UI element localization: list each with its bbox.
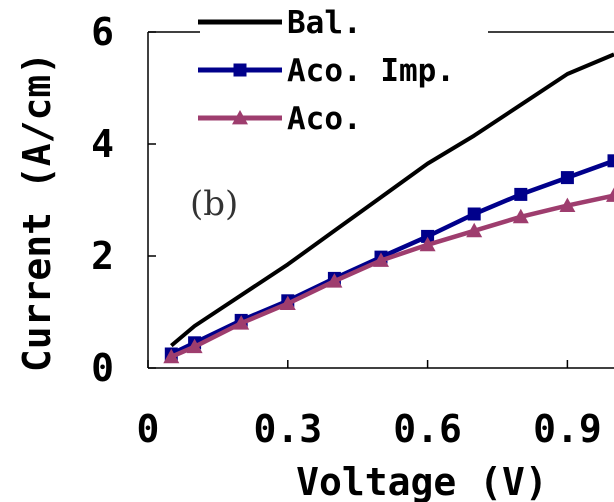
chart-axes: [147, 31, 614, 369]
legend-label: Aco.: [287, 101, 362, 137]
y-tick-label: 2: [91, 234, 114, 278]
legend-label: Bal.: [287, 5, 362, 41]
series-line: [170, 52, 614, 348]
series-0: [170, 52, 614, 348]
data-point: [560, 171, 574, 185]
chart-ticks: 0 2 4 6 0 0.3 0.6 0.9: [91, 10, 602, 451]
data-point: [279, 295, 296, 310]
data-point: [421, 229, 435, 243]
legend-label: Aco. Imp.: [287, 53, 455, 89]
data-point: [607, 154, 614, 168]
data-point: [233, 315, 250, 330]
series-2: [163, 187, 614, 364]
chart-legend: Bal. Aco. Imp. Aco.: [198, 5, 455, 137]
x-tick-label: 0.9: [533, 407, 602, 451]
x-tick-label: 0.6: [393, 407, 462, 451]
legend-marker: [232, 110, 248, 125]
y-tick-label: 4: [91, 122, 114, 166]
data-point: [466, 222, 483, 238]
x-tick-label: 0.3: [253, 407, 322, 451]
y-axis-title: Current (A/cm): [15, 52, 59, 372]
chart-series: [163, 52, 614, 364]
data-point: [559, 197, 576, 212]
data-point: [186, 338, 203, 354]
data-point: [163, 348, 180, 364]
data-point: [512, 208, 529, 224]
data-point: [606, 187, 614, 202]
y-tick-label: 0: [91, 346, 114, 390]
x-axis-title: Voltage (V): [296, 460, 548, 502]
data-point: [373, 252, 389, 267]
y-tick-label: 6: [91, 10, 114, 54]
legend-marker: [233, 63, 247, 77]
data-point: [514, 187, 528, 201]
data-point: [326, 273, 343, 288]
x-tick-label: 0: [137, 407, 160, 451]
data-point: [467, 207, 481, 221]
panel-label: (b): [190, 184, 238, 224]
data-point: [419, 236, 436, 252]
